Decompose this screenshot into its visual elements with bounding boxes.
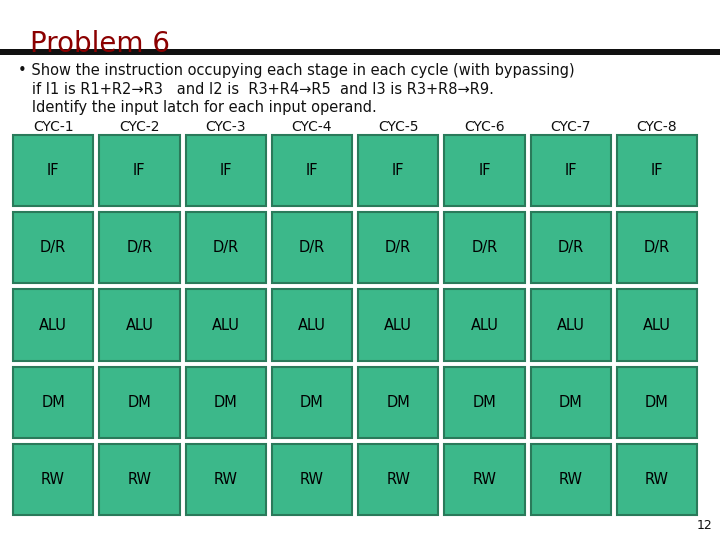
Bar <box>271 135 352 206</box>
Bar <box>358 212 438 284</box>
Text: IF: IF <box>47 163 59 178</box>
Text: • Show the instruction occupying each stage in each cycle (with bypassing): • Show the instruction occupying each st… <box>18 63 575 78</box>
Bar <box>444 212 524 284</box>
Text: CYC-5: CYC-5 <box>378 120 418 134</box>
Text: IF: IF <box>220 163 232 178</box>
Bar <box>186 444 266 515</box>
Text: CYC-8: CYC-8 <box>636 120 678 134</box>
Text: CYC-4: CYC-4 <box>292 120 332 134</box>
Bar <box>99 212 179 284</box>
Bar <box>358 135 438 206</box>
Bar <box>358 444 438 515</box>
Text: IF: IF <box>305 163 318 178</box>
Text: D/R: D/R <box>385 240 411 255</box>
Bar <box>617 212 697 284</box>
Text: CYC-1: CYC-1 <box>33 120 73 134</box>
Bar <box>444 289 524 361</box>
Text: DM: DM <box>645 395 669 410</box>
Bar <box>531 444 611 515</box>
Bar <box>531 212 611 284</box>
Bar <box>13 135 94 206</box>
Bar <box>186 212 266 284</box>
Bar <box>271 212 352 284</box>
Text: CYC-2: CYC-2 <box>119 120 160 134</box>
Text: ALU: ALU <box>212 318 240 333</box>
Text: RW: RW <box>41 472 65 487</box>
Text: Identify the input latch for each input operand.: Identify the input latch for each input … <box>18 100 377 115</box>
Bar <box>617 135 697 206</box>
Bar <box>531 135 611 206</box>
Text: RW: RW <box>645 472 669 487</box>
Bar <box>444 444 524 515</box>
Bar <box>13 444 94 515</box>
Text: RW: RW <box>386 472 410 487</box>
Text: CYC-7: CYC-7 <box>550 120 591 134</box>
Text: IF: IF <box>564 163 577 178</box>
Bar <box>99 444 179 515</box>
Text: D/R: D/R <box>644 240 670 255</box>
Bar <box>271 367 352 438</box>
Bar <box>531 289 611 361</box>
Bar <box>13 367 94 438</box>
Text: RW: RW <box>300 472 324 487</box>
Bar <box>0 49 720 55</box>
Bar <box>358 289 438 361</box>
Text: D/R: D/R <box>40 240 66 255</box>
Bar <box>13 212 94 284</box>
Text: DM: DM <box>559 395 582 410</box>
Text: D/R: D/R <box>126 240 153 255</box>
Text: CYC-3: CYC-3 <box>205 120 246 134</box>
Text: RW: RW <box>472 472 496 487</box>
Bar <box>13 289 94 361</box>
Text: RW: RW <box>127 472 151 487</box>
Bar <box>186 289 266 361</box>
Bar <box>444 367 524 438</box>
Text: D/R: D/R <box>557 240 584 255</box>
Text: Problem 6: Problem 6 <box>30 30 170 58</box>
Text: CYC-6: CYC-6 <box>464 120 505 134</box>
Text: DM: DM <box>214 395 238 410</box>
Text: DM: DM <box>300 395 324 410</box>
Text: IF: IF <box>392 163 405 178</box>
Bar <box>531 367 611 438</box>
Text: ALU: ALU <box>384 318 412 333</box>
Text: D/R: D/R <box>212 240 239 255</box>
Text: 12: 12 <box>696 519 712 532</box>
Bar <box>271 444 352 515</box>
Bar <box>186 367 266 438</box>
Text: DM: DM <box>127 395 151 410</box>
Text: IF: IF <box>133 163 145 178</box>
Text: ALU: ALU <box>298 318 326 333</box>
Text: IF: IF <box>651 163 663 178</box>
Bar <box>358 367 438 438</box>
Text: ALU: ALU <box>643 318 671 333</box>
Text: ALU: ALU <box>39 318 67 333</box>
Text: DM: DM <box>472 395 496 410</box>
Text: RW: RW <box>214 472 238 487</box>
Bar <box>617 444 697 515</box>
Bar <box>271 289 352 361</box>
Bar <box>99 289 179 361</box>
Bar <box>444 135 524 206</box>
Text: DM: DM <box>41 395 65 410</box>
Text: D/R: D/R <box>299 240 325 255</box>
Text: IF: IF <box>478 163 490 178</box>
Text: if I1 is R1+R2→R3   and I2 is  R3+R4→R5  and I3 is R3+R8→R9.: if I1 is R1+R2→R3 and I2 is R3+R4→R5 and… <box>18 82 494 97</box>
Bar <box>617 367 697 438</box>
Bar <box>99 135 179 206</box>
Text: DM: DM <box>386 395 410 410</box>
Text: ALU: ALU <box>470 318 498 333</box>
Bar <box>617 289 697 361</box>
Bar <box>99 367 179 438</box>
Text: D/R: D/R <box>472 240 498 255</box>
Text: ALU: ALU <box>557 318 585 333</box>
Bar <box>186 135 266 206</box>
Text: RW: RW <box>559 472 582 487</box>
Text: ALU: ALU <box>125 318 153 333</box>
